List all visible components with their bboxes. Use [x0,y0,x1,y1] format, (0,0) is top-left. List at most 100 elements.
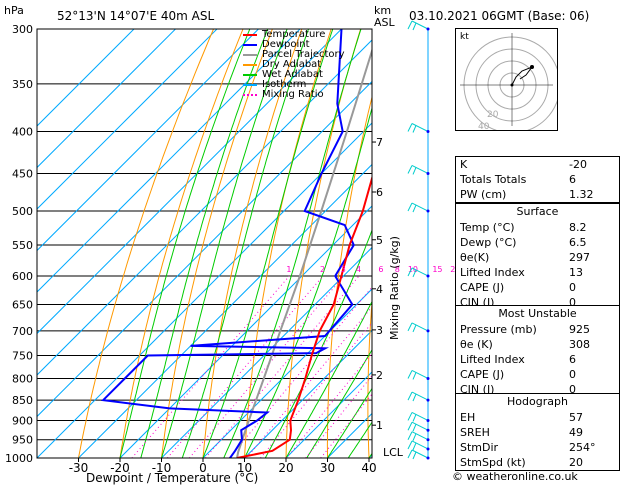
row-label: StmDir [460,441,499,454]
legend-label: Wet Adiabat [262,69,323,80]
pressure-axis: 300 350 400 450 500 550 600 650 700 750 800 850 900 9… [5,23,33,465]
hodograph: kt 40 20 [455,28,561,134]
isotherm-line [37,80,372,418]
temperature-line [236,174,372,458]
pressure-tick-label: 350 [12,78,33,91]
legend-item: Dry Adiabat [243,60,345,70]
surface-table: Surface Temp (°C) 8.2 Dewp (°C) 6.5 θe(K) 297 L… [455,203,620,311]
mixing-ratio-label: 1 [286,265,291,274]
x-tick-label: -20 [110,461,130,475]
legend: Temperature Dewpoint Parcel Trajectory Dry … [243,30,345,100]
hodograph-ring-label: 40 [478,122,490,130]
legend-label: Mixing Ratio [262,89,324,100]
location-title: 52°13'N 14°07'E 40m ASL [57,9,215,23]
isotherm-line [78,163,372,458]
wind-barb [407,449,430,460]
row-value: 0 [569,296,576,309]
wind-barb [407,391,430,402]
isotherm-line [119,205,372,458]
wet-adiabat-line [223,29,362,458]
wet-adiabat-line [161,29,288,458]
wind-barb [407,123,430,134]
km-tick-label: 2 [376,369,383,382]
wet-adiabat-line [119,29,251,458]
row-value: 0 [569,368,576,381]
mixing-ratio-label: 15 [432,265,442,274]
x-tick-label: -10 [152,461,172,475]
row-label: CAPE (J) [460,368,505,381]
isotherm-line [37,29,259,252]
table-row: Temp (°C) 8.2 [456,220,619,235]
lcl-label: LCL [383,446,404,459]
row-value: 308 [569,338,590,351]
mixing-ratio-labels: 12346810152025 [286,265,474,274]
legend-label: Dry Adiabat [262,59,322,70]
pressure-tick-label: 1000 [5,452,33,465]
wet-adiabat-line [285,300,372,458]
km-tick-label: 7 [376,136,383,149]
row-value: 13 [569,266,583,279]
row-value: 6 [569,173,576,186]
row-label: Pressure (mb) [460,323,537,336]
hpa-label: hPa [4,4,24,17]
wind-barb [407,370,430,380]
hodograph-table: Hodograph EH 57 SREH 49 StmDir 254° StmSpd (kt)… [455,393,620,471]
row-value: 8.2 [569,221,587,234]
wind-barb [407,267,430,278]
isotherm-line [244,329,372,458]
table-row: θe(K) 297 [456,250,619,265]
copyright: © weatheronline.co.uk [452,470,578,483]
row-label: K [460,158,468,171]
table-title: Hodograph [507,395,568,408]
row-value: 1.32 [569,188,594,201]
temperature-axis: -30 -20 -10 0 10 20 30 40 [69,458,377,475]
legend-item: Isotherm [243,80,345,90]
row-value: -20 [569,158,587,171]
table-title: Surface [516,205,559,218]
isotherm-line [37,29,218,210]
x-axis-title: Dewpoint / Temperature (°C) [86,471,258,485]
table-row: StmDir 254° [456,440,619,455]
legend-label: Temperature [262,29,326,40]
table-row: θe (K) 308 [456,337,619,352]
isotherm-line [37,29,342,335]
row-value: 6.5 [569,236,587,249]
profile-lines [101,29,372,458]
wind-barb [407,322,430,333]
row-label: StmSpd (kt) [460,456,526,469]
pressure-tick-label: 850 [12,394,33,407]
row-value: 925 [569,323,590,336]
legend-label: Parcel Trajectory [262,49,345,60]
legend-swatch [243,74,257,76]
wind-barbs [407,20,430,460]
pressure-tick-label: 800 [12,372,33,385]
indices-table: K -20 Totals Totals 6 PW (cm) 1.32 [455,156,620,203]
km-label: km [374,4,391,17]
isotherm-line [285,371,372,458]
dewpoint-line [101,29,355,458]
row-label: CAPE (J) [460,281,505,294]
row-label: Lifted Index [460,266,525,279]
legend-swatch [243,64,257,66]
mixing-ratio-label: 4 [356,265,361,274]
wind-barb [407,440,430,451]
mixing-ratio-axis-title: Mixing Ratio (g/kg) [388,236,401,340]
legend-swatch [243,34,257,36]
dry-adiabat-line [78,29,214,458]
mixing-ratio-line [205,275,360,458]
row-label: Lifted Index [460,353,525,366]
wet-adiabat-line [181,29,309,458]
dry-adiabat-line [119,29,244,458]
mixing-ratio-label: 6 [378,265,383,274]
datetime-title: 03.10.2021 06GMT (Base: 06) [409,9,590,23]
row-value: 57 [569,411,583,424]
row-value: 254° [569,441,596,454]
legend-swatch [243,54,257,56]
km-tick-label: 4 [376,283,383,296]
isotherm-line [161,246,372,458]
km-tick-label: 5 [376,234,383,247]
row-value: 297 [569,251,590,264]
asl-label: ASL [374,16,396,29]
x-tick-label: 0 [199,461,207,475]
table-row: CAPE (J) 0 [456,367,619,382]
